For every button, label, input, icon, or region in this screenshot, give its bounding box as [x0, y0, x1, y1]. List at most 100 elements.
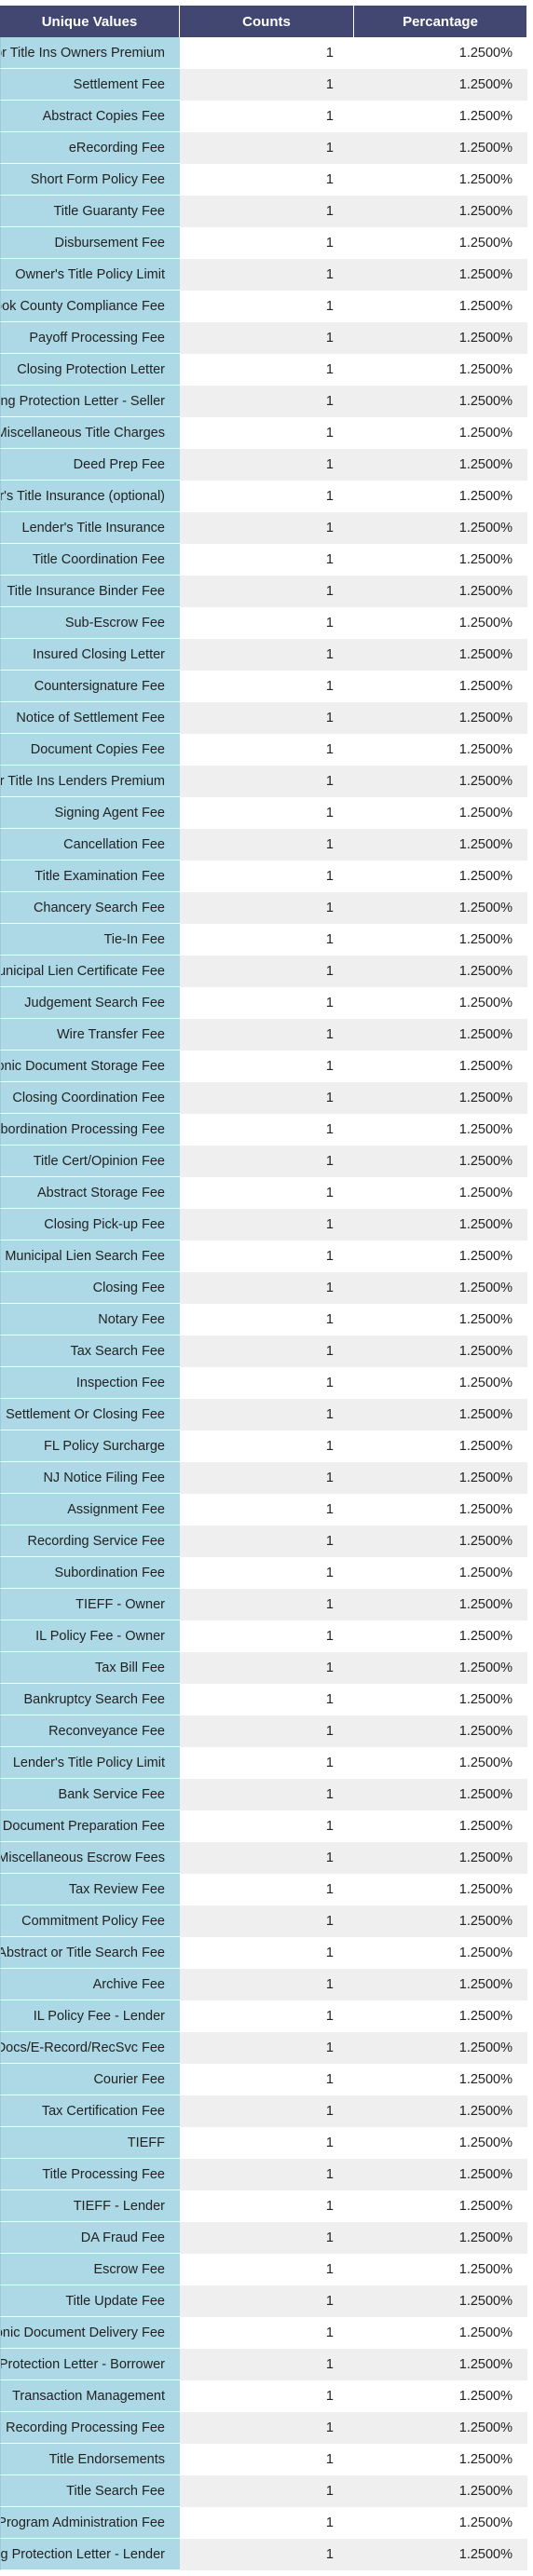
count-cell: 1 [180, 1747, 354, 1779]
table-row: Municipal Lien Search Fee 1 1.2500% [0, 1241, 527, 1272]
count-cell: 1 [180, 291, 354, 322]
table-row: Reconveyance Fee 1 1.2500% [0, 1715, 527, 1747]
unique-value-cell: Document Copies Fee [0, 734, 180, 766]
count-cell: 1 [180, 227, 354, 259]
header-percentage[interactable]: Percantage [354, 6, 527, 37]
percentage-cell: 1.2500% [354, 1652, 527, 1684]
unique-value-cell: ook County Compliance Fee [0, 291, 180, 322]
unique-value-label: ubordination Processing Fee [0, 1121, 165, 1137]
table-row: Title Search Fee 1 1.2500% [0, 2475, 527, 2507]
count-cell: 1 [180, 607, 354, 639]
unique-value-label: Abstract Storage Fee [36, 1185, 165, 1200]
table-row: Disbursement Fee 1 1.2500% [0, 227, 527, 259]
table-row: onic Document Storage Fee 1 1.2500% [0, 1051, 527, 1082]
data-table: Unique Values Counts Percantage or Title… [0, 6, 527, 2570]
count-cell: 1 [180, 1715, 354, 1747]
header-counts[interactable]: Counts [180, 6, 354, 37]
table-row: Owner's Title Policy Limit 1 1.2500% [0, 259, 527, 291]
unique-value-cell: Transaction Management [0, 2380, 180, 2412]
unique-value-cell: or Title Ins Lenders Premium [0, 766, 180, 797]
table-row: onic Document Delivery Fee 1 1.2500% [0, 2317, 527, 2349]
table-body: or Title Ins Owners Premium 1 1.2500% Settl… [0, 37, 527, 2570]
unique-value-cell: Judgement Search Fee [0, 987, 180, 1019]
table-row: Miscellaneous Title Charges 1 1.2500% [0, 417, 527, 449]
unique-value-label: Closing Protection Letter [17, 361, 165, 377]
table-row: Wire Transfer Fee 1 1.2500% [0, 1019, 527, 1051]
count-cell: 1 [180, 544, 354, 576]
unique-value-label: FL Policy Surcharge [43, 1438, 165, 1454]
header-unique-values[interactable]: Unique Values [0, 6, 180, 37]
unique-value-label: Recording Processing Fee [6, 2420, 165, 2435]
unique-value-label: IL Policy Fee - Lender [33, 2008, 165, 2024]
table-row: Title Coordination Fee 1 1.2500% [0, 544, 527, 576]
percentage-cell: 1.2500% [354, 797, 527, 829]
unique-value-label: Bank Service Fee [58, 1786, 165, 1802]
unique-value-cell: Title Endorsements [0, 2444, 180, 2475]
unique-value-cell: Commitment Policy Fee [0, 1905, 180, 1937]
percentage-cell: 1.2500% [354, 2095, 527, 2127]
unique-value-cell: Settlement Fee [0, 69, 180, 101]
count-cell: 1 [180, 1114, 354, 1146]
count-cell: 1 [180, 1842, 354, 1874]
unique-value-cell: Cancellation Fee [0, 829, 180, 861]
percentage-cell: 1.2500% [354, 1684, 527, 1715]
unique-value-label: Title Examination Fee [34, 868, 165, 884]
unique-value-cell: Title Coordination Fee [0, 544, 180, 576]
percentage-cell: 1.2500% [354, 2539, 527, 2570]
table-row: Title Update Fee 1 1.2500% [0, 2285, 527, 2317]
unique-value-cell: Title Processing Fee [0, 2159, 180, 2190]
table-row: Lender's Title Policy Limit 1 1.2500% [0, 1747, 527, 1779]
unique-value-cell: unicipal Lien Certificate Fee [0, 956, 180, 987]
percentage-cell: 1.2500% [354, 987, 527, 1019]
unique-value-cell: IL Policy Fee - Owner [0, 1620, 180, 1652]
table-row: unicipal Lien Certificate Fee 1 1.2500% [0, 956, 527, 987]
percentage-cell: 1.2500% [354, 829, 527, 861]
unique-value-cell: Closing Coordination Fee [0, 1082, 180, 1114]
unique-value-cell: TIEFF - Owner [0, 1589, 180, 1620]
unique-value-cell: Title Insurance Binder Fee [0, 576, 180, 607]
unique-value-cell: Archive Fee [0, 1969, 180, 2000]
percentage-cell: 1.2500% [354, 2380, 527, 2412]
unique-value-label: Title Guaranty Fee [53, 203, 165, 219]
percentage-cell: 1.2500% [354, 322, 527, 354]
percentage-cell: 1.2500% [354, 1715, 527, 1747]
percentage-cell: 1.2500% [354, 1114, 527, 1146]
percentage-cell: 1.2500% [354, 2190, 527, 2222]
table-row: TIEFF 1 1.2500% [0, 2127, 527, 2159]
count-cell: 1 [180, 1209, 354, 1241]
percentage-cell: 1.2500% [354, 1937, 527, 1969]
count-cell: 1 [180, 1177, 354, 1209]
unique-value-cell: or Title Ins Owners Premium [0, 37, 180, 69]
unique-value-label: Tax Search Fee [70, 1343, 165, 1359]
percentage-cell: 1.2500% [354, 1430, 527, 1462]
unique-value-cell: Closing Fee [0, 1272, 180, 1304]
percentage-cell: 1.2500% [354, 164, 527, 196]
unique-value-cell: TIEFF - Lender [0, 2190, 180, 2222]
count-cell: 1 [180, 2254, 354, 2285]
unique-value-label: onic Document Delivery Fee [0, 2325, 165, 2340]
unique-value-label: Judgement Search Fee [24, 995, 165, 1010]
unique-value-cell: Miscellaneous Title Charges [0, 417, 180, 449]
unique-value-cell: Abstract Storage Fee [0, 1177, 180, 1209]
count-cell: 1 [180, 2475, 354, 2507]
count-cell: 1 [180, 354, 354, 386]
count-cell: 1 [180, 1462, 354, 1494]
table-row: TIEFF - Owner 1 1.2500% [0, 1589, 527, 1620]
percentage-cell: 1.2500% [354, 1335, 527, 1367]
unique-value-cell: Assignment Fee [0, 1494, 180, 1525]
count-cell: 1 [180, 2159, 354, 2190]
count-cell: 1 [180, 1367, 354, 1399]
unique-value-cell: Program Administration Fee [0, 2507, 180, 2539]
percentage-cell: 1.2500% [354, 924, 527, 956]
table-row: Docs/E-Record/RecSvc Fee 1 1.2500% [0, 2032, 527, 2064]
percentage-cell: 1.2500% [354, 2412, 527, 2444]
percentage-cell: 1.2500% [354, 1525, 527, 1557]
percentage-cell: 1.2500% [354, 671, 527, 702]
unique-value-cell: Tax Search Fee [0, 1335, 180, 1367]
unique-value-label: Municipal Lien Search Fee [5, 1248, 165, 1264]
percentage-cell: 1.2500% [354, 2000, 527, 2032]
table-row: Settlement Or Closing Fee 1 1.2500% [0, 1399, 527, 1430]
unique-value-label: Signing Agent Fee [54, 805, 165, 820]
count-cell: 1 [180, 1969, 354, 2000]
unique-value-cell: Countersignature Fee [0, 671, 180, 702]
